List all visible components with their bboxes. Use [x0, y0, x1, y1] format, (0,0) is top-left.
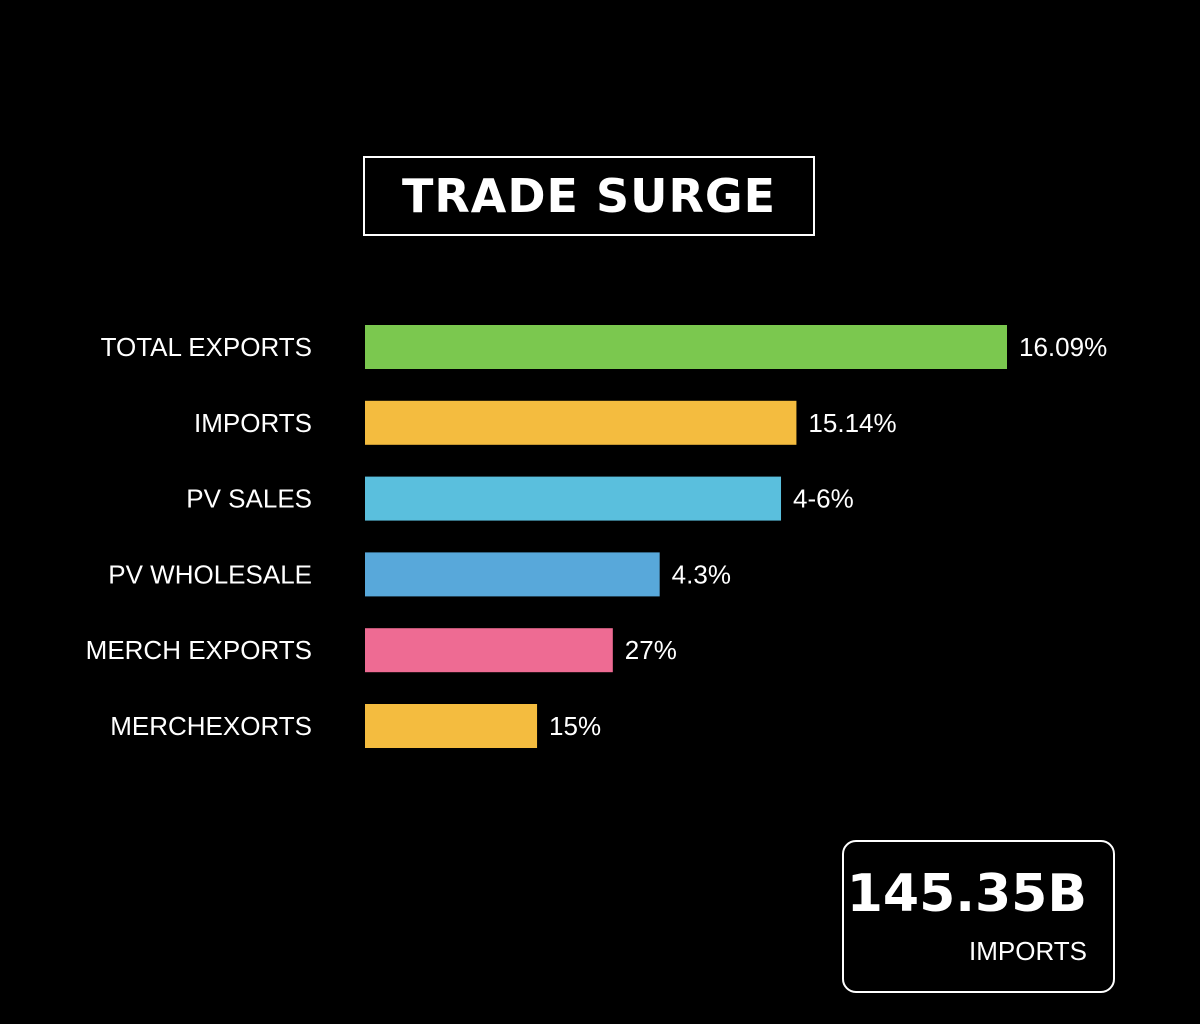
bar — [365, 704, 538, 748]
category-label: PV WHOLESALE — [108, 559, 312, 589]
category-label: MERCH EXPORTS — [86, 635, 312, 665]
bar — [365, 400, 797, 445]
title-box: TRADE SURGE — [363, 156, 815, 236]
value-label: 16.09% — [1019, 332, 1107, 362]
value-label: 27% — [625, 635, 677, 665]
bar — [365, 476, 782, 521]
bar — [365, 552, 660, 597]
imports-stat-card: 145.35B IMPORTS — [842, 840, 1115, 993]
category-label: IMPORTS — [194, 408, 312, 438]
bar — [365, 325, 1007, 369]
value-label: 15% — [549, 711, 601, 741]
value-label: 4-6% — [793, 484, 854, 514]
value-label: 4.3% — [672, 559, 731, 589]
stat-label: IMPORTS — [969, 936, 1087, 966]
stat-value: 145.35B — [846, 864, 1087, 924]
value-label: 15.14% — [808, 408, 896, 438]
bar — [365, 628, 613, 673]
chart-title: TRADE SURGE — [401, 169, 777, 223]
category-label: TOTAL EXPORTS — [101, 332, 312, 362]
category-label: MERCHEXORTS — [110, 711, 312, 741]
category-label: PV SALES — [186, 484, 312, 514]
